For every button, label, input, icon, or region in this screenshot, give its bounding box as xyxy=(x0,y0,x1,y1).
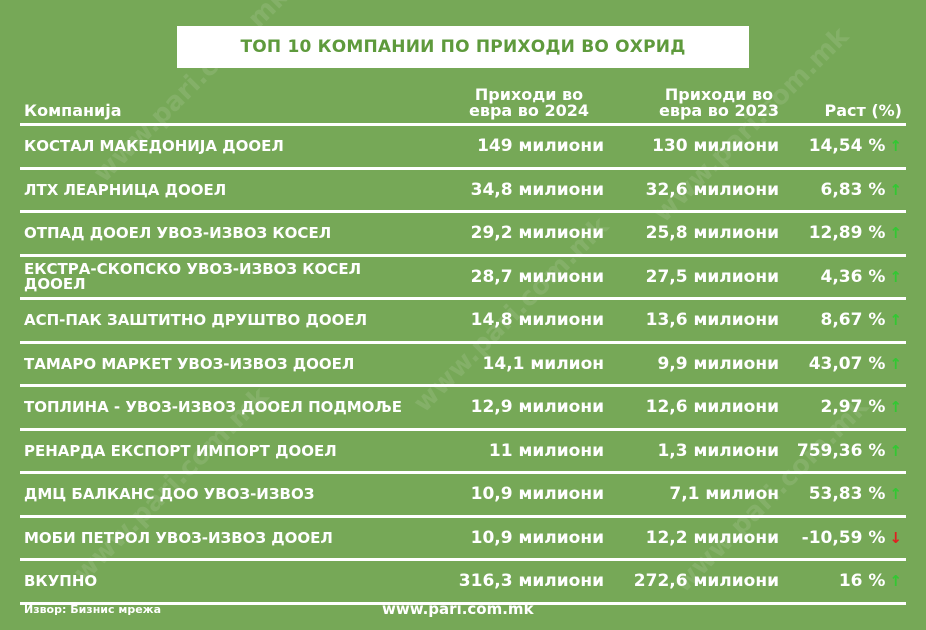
growth-value: -10,59 % xyxy=(801,527,886,548)
table-row: АСП-ПАК ЗАШТИТНО ДРУШТВО ДООЕЛ 14,8 милио… xyxy=(20,300,906,344)
column-header-revenue-2023: Приходи во евра во 2023 xyxy=(644,87,794,119)
growth-cell: 53,83 % ↑ xyxy=(809,484,902,504)
table-row: МОБИ ПЕТРОЛ УВОЗ-ИЗВОЗ ДООЕЛ 10,9 милиони… xyxy=(20,518,906,561)
revenue-2023-cell: 32,6 милиони xyxy=(645,179,779,200)
column-header-company: Компанија xyxy=(24,101,122,120)
table-row: ЕКСТРА-СКОПСКО УВОЗ-ИЗВОЗ КОСЕЛ ДООЕЛ 28,… xyxy=(20,257,906,300)
growth-value: 14,54 % xyxy=(808,136,886,157)
column-header-growth: Раст (%) xyxy=(824,101,902,120)
company-name-cell: ТАМАРО МАРКЕТ УВОЗ-ИЗВОЗ ДООЕЛ xyxy=(24,354,355,373)
arrow-up-icon: ↑ xyxy=(889,354,902,373)
growth-value: 4,36 % xyxy=(820,266,886,287)
growth-value: 2,97 % xyxy=(820,397,886,418)
arrow-up-icon: ↑ xyxy=(889,224,902,243)
revenue-2023-cell: 1,3 милиони xyxy=(657,440,779,461)
growth-cell: 4,36 % ↑ xyxy=(821,267,902,287)
arrow-up-icon: ↑ xyxy=(889,267,902,286)
revenue-2024-cell: 11 милиони xyxy=(488,440,604,461)
company-name-cell: АСП-ПАК ЗАШТИТНО ДРУШТВО ДООЕЛ xyxy=(24,311,368,330)
revenue-2024-cell: 34,8 милиони xyxy=(470,179,604,200)
revenue-2024-cell: 14,1 милион xyxy=(482,353,604,374)
company-name-cell: ОТПАД ДООЕЛ УВОЗ-ИЗВОЗ КОСЕЛ xyxy=(24,224,332,243)
growth-value: 6,83 % xyxy=(820,179,886,200)
growth-cell: 12,89 % ↑ xyxy=(809,223,902,243)
growth-cell: 16 % ↑ xyxy=(839,571,902,591)
revenue-2023-cell: 9,9 милиони xyxy=(657,353,779,374)
table-row: ТОПЛИНА - УВОЗ-ИЗВОЗ ДООЕЛ ПОДМОЉЕ 12,9 м… xyxy=(20,387,906,431)
growth-cell: -10,59 % ↓ xyxy=(802,528,902,548)
growth-value: 759,36 % xyxy=(796,440,886,461)
revenue-2024-cell: 316,3 милиони xyxy=(458,571,604,592)
revenue-2024-cell: 149 милиони xyxy=(477,136,604,157)
revenue-2024-cell: 29,2 милиони xyxy=(470,223,604,244)
revenue-2024-cell: 12,9 милиони xyxy=(470,397,604,418)
company-name-cell: ДМЦ БАЛКАНС ДОО УВОЗ-ИЗВОЗ xyxy=(24,485,315,504)
growth-cell: 43,07 % ↑ xyxy=(809,354,902,374)
arrow-up-icon: ↑ xyxy=(889,311,902,330)
footer-url: www.pari.com.mk xyxy=(382,600,534,618)
company-name-cell: МОБИ ПЕТРОЛ УВОЗ-ИЗВОЗ ДООЕЛ xyxy=(24,528,333,547)
growth-value: 8,67 % xyxy=(820,310,886,331)
column-header-revenue-2023-text: Приходи во евра во 2023 xyxy=(658,85,779,120)
revenue-2023-cell: 130 милиони xyxy=(652,136,779,157)
revenue-2023-cell: 7,1 милион xyxy=(669,484,779,505)
table-row: РЕНАРДА ЕКСПОРТ ИМПОРТ ДООЕЛ 11 милиони 1,… xyxy=(20,431,906,474)
growth-cell: 14,54 % ↑ xyxy=(809,136,902,156)
arrow-down-icon: ↓ xyxy=(889,528,902,547)
revenue-2023-cell: 12,6 милиони xyxy=(645,397,779,418)
table-header-row: Компанија Приходи во евра во 2024 Приход… xyxy=(20,84,906,126)
table-total-row: ВКУПНО 316,3 милиони 272,6 милиони 16 % ↑ xyxy=(20,561,906,605)
arrow-up-icon: ↑ xyxy=(889,398,902,417)
company-name-cell: ТОПЛИНА - УВОЗ-ИЗВОЗ ДООЕЛ ПОДМОЉЕ xyxy=(24,398,402,417)
growth-cell: 2,97 % ↑ xyxy=(821,397,902,417)
revenue-2023-cell: 12,2 милиони xyxy=(645,527,779,548)
company-name-cell: ВКУПНО xyxy=(24,572,98,591)
company-name-cell: ЛТХ ЛЕАРНИЦА ДООЕЛ xyxy=(24,180,227,199)
arrow-up-icon: ↑ xyxy=(889,572,902,591)
column-header-revenue-2024: Приходи во евра во 2024 xyxy=(454,87,604,119)
revenue-2024-cell: 10,9 милиони xyxy=(470,527,604,548)
arrow-up-icon: ↑ xyxy=(889,485,902,504)
revenue-2023-cell: 27,5 милиони xyxy=(645,266,779,287)
revenue-2023-cell: 25,8 милиони xyxy=(645,223,779,244)
arrow-up-icon: ↑ xyxy=(889,137,902,156)
arrow-up-icon: ↑ xyxy=(889,441,902,460)
revenue-table: Компанија Приходи во евра во 2024 Приход… xyxy=(20,84,906,605)
growth-value: 53,83 % xyxy=(808,484,886,505)
table-row: ДМЦ БАЛКАНС ДОО УВОЗ-ИЗВОЗ 10,9 милиони 7,… xyxy=(20,474,906,518)
revenue-2024-cell: 28,7 милиони xyxy=(470,266,604,287)
table-row: ОТПАД ДООЕЛ УВОЗ-ИЗВОЗ КОСЕЛ 29,2 милиони… xyxy=(20,213,906,257)
growth-cell: 6,83 % ↑ xyxy=(821,180,902,200)
company-name-cell: КОСТАЛ МАКЕДОНИЈА ДООЕЛ xyxy=(24,137,284,156)
company-name-cell: ЕКСТРА-СКОПСКО УВОЗ-ИЗВОЗ КОСЕЛ ДООЕЛ xyxy=(24,259,362,293)
revenue-2023-cell: 13,6 милиони xyxy=(645,310,779,331)
growth-cell: 759,36 % ↑ xyxy=(797,441,902,461)
column-header-revenue-2024-text: Приходи во евра во 2024 xyxy=(468,85,589,120)
revenue-2023-cell: 272,6 милиони xyxy=(633,571,779,592)
table-row: ТАМАРО МАРКЕТ УВОЗ-ИЗВОЗ ДООЕЛ 14,1 милио… xyxy=(20,344,906,387)
growth-cell: 8,67 % ↑ xyxy=(821,310,902,330)
growth-value: 16 % xyxy=(838,571,886,592)
source-note: Извор: Бизнис мрежа xyxy=(24,603,162,616)
arrow-up-icon: ↑ xyxy=(889,180,902,199)
table-row: ЛТХ ЛЕАРНИЦА ДООЕЛ 34,8 милиони 32,6 милио… xyxy=(20,170,906,213)
growth-value: 43,07 % xyxy=(808,353,886,374)
table-row: КОСТАЛ МАКЕДОНИЈА ДООЕЛ 149 милиони 130 ми… xyxy=(20,126,906,170)
company-name-cell: РЕНАРДА ЕКСПОРТ ИМПОРТ ДООЕЛ xyxy=(24,441,337,460)
chart-title: ТОП 10 КОМПАНИИ ПО ПРИХОДИ ВО ОХРИД xyxy=(177,26,749,68)
growth-value: 12,89 % xyxy=(808,223,886,244)
revenue-2024-cell: 10,9 милиони xyxy=(470,484,604,505)
revenue-2024-cell: 14,8 милиони xyxy=(470,310,604,331)
